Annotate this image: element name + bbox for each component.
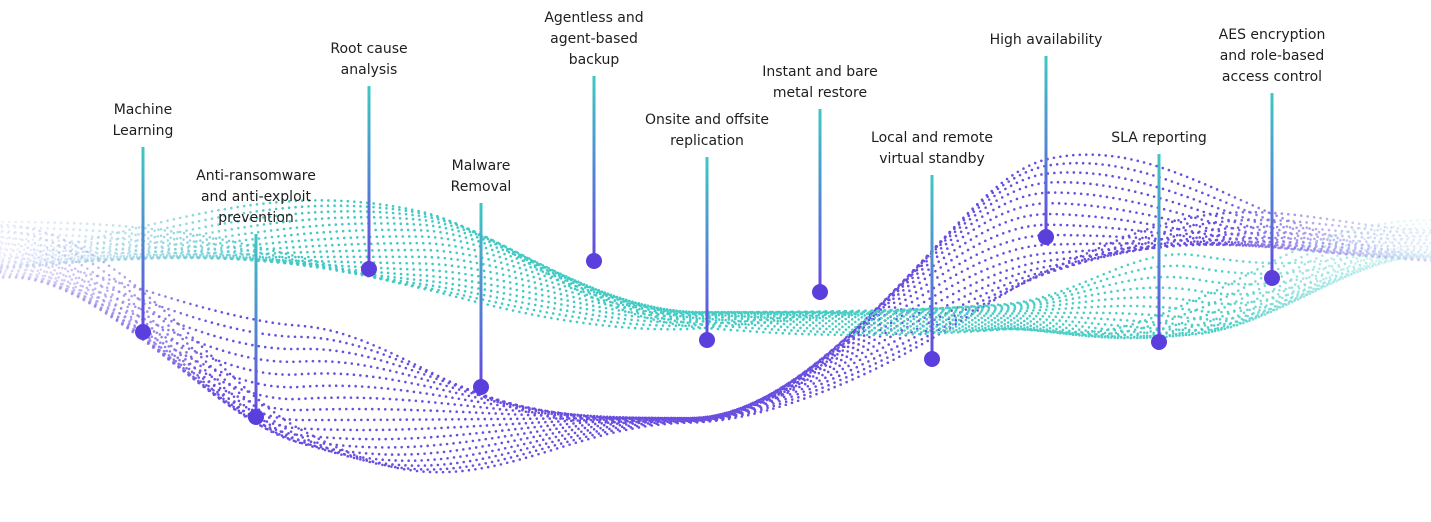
- feature: Onsite and offsite replication: [645, 112, 769, 348]
- pin-dot: [924, 351, 940, 367]
- feature-label: Root cause: [330, 41, 407, 57]
- pin-dot: [1038, 229, 1054, 245]
- feature-label: SLA reporting: [1111, 130, 1206, 146]
- wave-strand: [0, 222, 1431, 340]
- feature-label: Onsite and offsite: [645, 112, 769, 128]
- pin-dot: [1264, 270, 1280, 286]
- pin-dot: [473, 379, 489, 395]
- wave-strand: [0, 228, 1431, 339]
- wave-strand: [0, 191, 1431, 456]
- pin-dot: [248, 409, 264, 425]
- feature: Local and remote virtual standby: [871, 130, 993, 367]
- wave-strand: [0, 251, 1431, 327]
- feature: High availability: [990, 32, 1103, 245]
- feature-label: High availability: [990, 32, 1103, 48]
- wave-strand: [0, 223, 1431, 432]
- wave-strand: [0, 229, 1431, 324]
- feature-label: Local and remote: [871, 130, 993, 146]
- pin-dot: [361, 261, 377, 277]
- feature: SLA reporting: [1111, 130, 1207, 350]
- wave-strand: [0, 233, 1431, 422]
- wave-strand: [0, 241, 1431, 335]
- feature-label: and anti-exploit: [201, 189, 312, 205]
- feature-label: Instant and bare: [762, 64, 878, 80]
- wave-strand: [0, 236, 1431, 421]
- feature-label: metal restore: [773, 85, 867, 101]
- wave-strand: [0, 171, 1431, 468]
- wave-strand: [0, 215, 1431, 339]
- wave-strand: [0, 234, 1431, 321]
- feature-label: agent-based: [550, 31, 638, 47]
- pin-line: [818, 109, 822, 292]
- feature-label: prevention: [218, 210, 294, 226]
- feature: Anti-ransomware and anti-exploit preventio…: [196, 168, 316, 425]
- pin-line: [1044, 56, 1048, 237]
- feature-label: virtual standby: [879, 151, 985, 167]
- feature: Machine Learning: [113, 102, 174, 340]
- wave-strand: [0, 212, 1431, 441]
- feature-label: backup: [569, 52, 620, 68]
- pin-line: [1157, 154, 1161, 342]
- feature-label: Agentless and: [544, 10, 643, 26]
- pin-dot: [699, 332, 715, 348]
- pin-line: [705, 157, 709, 340]
- feature: Agentless and agent-based backup: [544, 10, 644, 269]
- wave-strand: [0, 247, 1431, 321]
- pin-line: [592, 76, 596, 261]
- pin-line: [479, 203, 483, 387]
- wave-strand: [0, 219, 1431, 331]
- feature: Root cause analysis: [330, 41, 408, 277]
- dotted-wave: [0, 153, 1431, 474]
- feature-label: Machine: [114, 102, 173, 118]
- pin-dot: [135, 324, 151, 340]
- pin-dot: [812, 284, 828, 300]
- feature-label: Learning: [113, 123, 174, 139]
- pin-dot: [1151, 334, 1167, 350]
- wave-strand: [0, 198, 1431, 337]
- feature-pins: Machine Learning Anti-ransomware and anti-e…: [113, 10, 1326, 425]
- feature-label: and role-based: [1220, 48, 1325, 64]
- wave-strand: [0, 218, 1431, 423]
- feature-label: access control: [1222, 69, 1322, 85]
- pin-line: [254, 234, 258, 417]
- pin-line: [1270, 93, 1274, 278]
- feature-label: analysis: [341, 62, 398, 78]
- feature: Instant and bare metal restore: [762, 64, 878, 300]
- wave-strand: [0, 240, 1431, 420]
- wave-strand: [0, 243, 1431, 420]
- pin-line: [367, 86, 371, 269]
- wave-strand: [0, 231, 1431, 421]
- feature-label: replication: [670, 133, 744, 149]
- feature: Malware Removal: [451, 158, 512, 395]
- wave-strand: [0, 210, 1431, 338]
- feature-label: Removal: [451, 179, 512, 195]
- wave-strand: [0, 239, 1431, 319]
- pin-line: [930, 175, 934, 359]
- wave-strand: [0, 204, 1431, 336]
- feature-label: Malware: [452, 158, 511, 174]
- feature-label: Anti-ransomware: [196, 168, 316, 184]
- wave-strand: [0, 242, 1431, 420]
- pin-dot: [586, 253, 602, 269]
- feature-label: AES encryption: [1219, 27, 1326, 43]
- wave-strand: [0, 235, 1431, 338]
- feature: AES encryption and role-based access contr…: [1219, 27, 1326, 286]
- pin-line: [141, 147, 145, 332]
